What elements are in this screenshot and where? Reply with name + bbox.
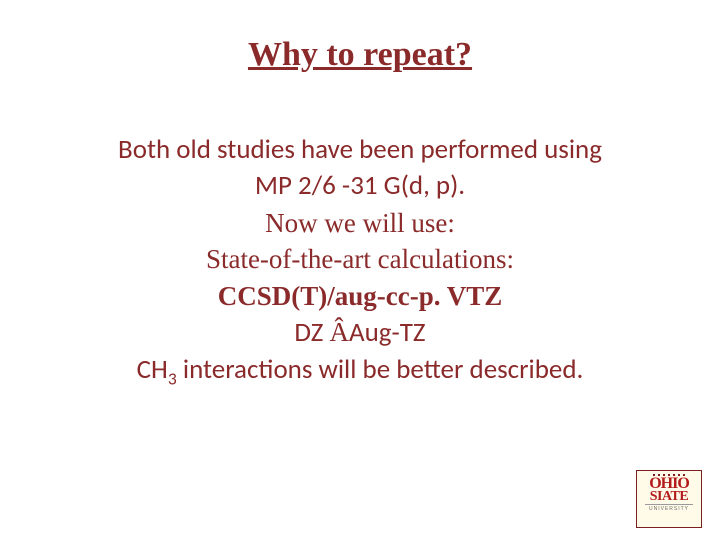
body-line-1: Both old studies have been performed usi… — [40, 132, 680, 168]
l7-post: interactions will be better described. — [177, 353, 584, 386]
logo-divider — [645, 504, 693, 505]
slide-body: Both old studies have been performed usi… — [0, 132, 720, 388]
slide: Why to repeat? Both old studies have bee… — [0, 0, 720, 540]
body-line-2: MP 2/6 -31 G(d, p). — [40, 168, 680, 204]
l6-pre: DZ — [294, 316, 329, 349]
body-line-3: Now we will use: — [40, 205, 680, 241]
body-line-6: DZ ÂAug-TZ — [40, 314, 680, 351]
ohio-state-logo: OHIO SIATE UNIVERSITY — [636, 470, 702, 528]
logo-text-university: UNIVERSITY — [649, 506, 689, 512]
l6-post: Aug-TZ — [349, 316, 426, 349]
logo-frame: OHIO SIATE UNIVERSITY — [636, 470, 702, 528]
slide-title: Why to repeat? — [0, 36, 720, 74]
right-arrow-icon: Â — [329, 317, 349, 347]
body-line-4: State-of-the-art calculations: — [40, 241, 680, 277]
logo-text-state: SIATE — [650, 491, 688, 503]
body-line-5: CCSD(T)/aug-cc-p. VTZ — [40, 278, 680, 314]
l7-subscript: 3 — [168, 367, 177, 389]
body-line-7: CH3 interactions will be better describe… — [40, 352, 680, 388]
l7-pre: CH — [137, 353, 168, 386]
